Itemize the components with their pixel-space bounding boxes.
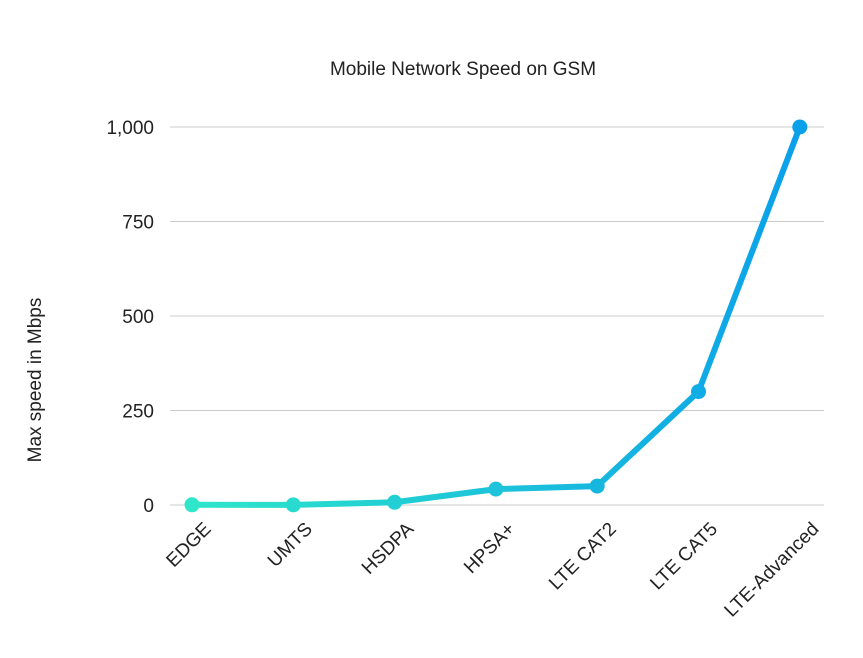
x-tick-label: HPSA+ — [460, 519, 519, 578]
data-point — [488, 481, 504, 497]
data-point — [387, 494, 403, 510]
x-tick-label: LTE CAT5 — [646, 519, 722, 595]
y-tick-label: 750 — [122, 213, 154, 234]
y-tick-label: 0 — [143, 496, 154, 517]
x-tick-label: EDGE — [163, 519, 216, 572]
y-tick-label: 250 — [122, 402, 154, 423]
x-tick-label: HSDPA — [358, 518, 418, 578]
y-axis-ticks: 0 250 500 750 1,000 — [106, 118, 154, 517]
x-tick-label: UMTS — [264, 519, 317, 572]
chart-title: Mobile Network Speed on GSM — [330, 59, 596, 80]
y-tick-label: 500 — [122, 307, 154, 328]
gridlines — [170, 126, 824, 506]
y-tick-label: 1,000 — [106, 118, 154, 139]
data-point — [184, 497, 200, 513]
x-axis-ticks: EDGE UMTS HSDPA HPSA+ LTE CAT2 LTE CAT5LTE-Ad… — [163, 518, 824, 621]
data-point — [792, 119, 808, 135]
data-point — [589, 478, 605, 494]
data-point — [691, 384, 706, 400]
series — [184, 119, 808, 513]
x-tick-label: LTE-Advanced — [721, 519, 824, 622]
x-tick-label: LTE CAT2 — [545, 519, 621, 595]
data-point — [285, 497, 301, 513]
y-axis-label: Max speed in Mbps — [25, 298, 46, 463]
